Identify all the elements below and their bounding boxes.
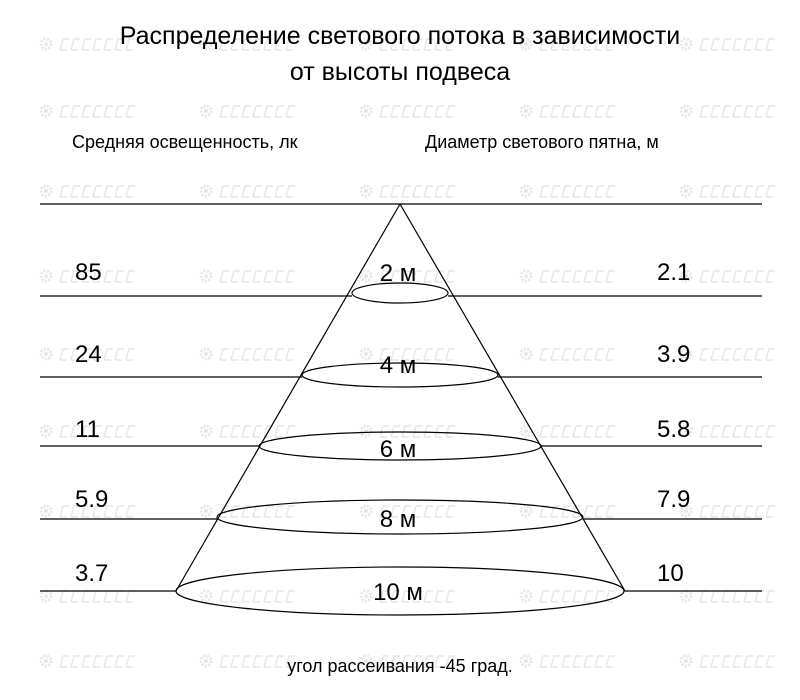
watermark-logo [39, 347, 135, 361]
watermark-logo [679, 37, 775, 51]
illuminance-value: 3.7 [75, 560, 108, 587]
watermark-logo [679, 184, 775, 198]
level-row: 11 6 м 5.8 [40, 416, 762, 463]
watermark-logo [39, 37, 135, 51]
cone-right-edge [399, 203, 626, 592]
watermark-logo [39, 504, 135, 518]
watermark-logo [519, 424, 615, 438]
watermark-logo [39, 269, 135, 283]
watermark-logo [199, 424, 295, 438]
watermark-logo [359, 37, 455, 51]
diameter-value: 2.1 [657, 259, 690, 286]
illuminance-value: 5.9 [75, 486, 108, 513]
watermark-logo [359, 504, 455, 518]
illuminance-value: 24 [75, 341, 102, 368]
watermark-logo [519, 104, 615, 118]
watermark-logo [519, 589, 615, 603]
watermark-logo [199, 589, 295, 603]
right-header: Диаметр светового пятна, м [425, 132, 659, 152]
watermark-logo [679, 269, 775, 283]
watermark-logo [519, 184, 615, 198]
light-spot-ellipse [301, 362, 499, 388]
levels: 85 2 м 2.1 24 4 м 3.9 11 6 м 5.8 5.9 8 м 7.9 3.7 10 м… [40, 259, 762, 616]
watermark-logo [679, 589, 775, 603]
title-line-1: Распределение светового потока в зависим… [120, 22, 680, 50]
cone-left-edge [175, 203, 401, 592]
height-label: 2 м [380, 260, 417, 287]
watermark-logo [39, 104, 135, 118]
watermark-logo [679, 347, 775, 361]
diameter-value: 10 [657, 560, 684, 587]
left-header: Средняя освещенность, лк [72, 132, 298, 152]
watermark-logo [199, 37, 295, 51]
watermark-logo [679, 104, 775, 118]
watermark-logo [199, 654, 295, 668]
watermark-logo [359, 654, 455, 668]
light-spot-ellipse [351, 282, 449, 304]
height-label: 10 м [373, 579, 423, 606]
diameter-value: 5.8 [657, 416, 690, 443]
illuminance-value: 11 [75, 416, 100, 443]
level-row: 5.9 8 м 7.9 [40, 486, 762, 535]
watermark-logo [359, 589, 455, 603]
height-label: 6 м [380, 436, 417, 463]
beam-angle-note: угол рассеивания -45 град. [287, 656, 513, 676]
watermark-logo [519, 269, 615, 283]
watermark-logo [679, 654, 775, 668]
title-line-2: от высоты подвеса [290, 58, 510, 86]
watermark-logo [359, 269, 455, 283]
watermark-logo [359, 104, 455, 118]
watermark-logo [199, 184, 295, 198]
watermark-logo [199, 269, 295, 283]
watermark-logo [199, 104, 295, 118]
watermark-layer [39, 37, 775, 668]
light-spot-ellipse [216, 499, 584, 535]
watermark-logo [519, 504, 615, 518]
level-row: 3.7 10 м 10 [40, 560, 762, 616]
watermark-logo [39, 184, 135, 198]
level-row: 24 4 м 3.9 [40, 341, 762, 388]
watermark-logo [519, 37, 615, 51]
watermark-logo [39, 424, 135, 438]
height-label: 8 м [380, 506, 417, 533]
watermark-logo [519, 654, 615, 668]
watermark-logo [39, 589, 135, 603]
diameter-value: 3.9 [657, 341, 690, 368]
height-label: 4 м [380, 352, 417, 379]
watermark-logo [359, 184, 455, 198]
watermark-logo [679, 504, 775, 518]
illuminance-value: 85 [75, 259, 102, 286]
watermark-logo [39, 654, 135, 668]
level-row: 85 2 м 2.1 [40, 259, 762, 304]
watermark-logo [519, 347, 615, 361]
watermark-logo [359, 347, 455, 361]
watermark-logo [199, 347, 295, 361]
watermark-logo [679, 424, 775, 438]
diameter-value: 7.9 [657, 486, 690, 513]
